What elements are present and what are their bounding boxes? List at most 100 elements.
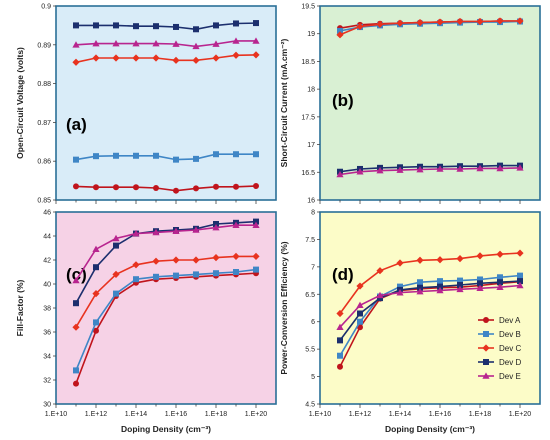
data-point [436,18,444,26]
series-dev-b [73,266,259,374]
legend: Dev A Dev B Dev C Dev D Dev E [478,316,521,381]
y-tick-label: 19.5 [301,4,315,11]
data-point [496,250,504,258]
data-point [356,301,364,309]
data-point [193,271,199,278]
x-tick-label: 1.E+10 [309,411,331,418]
data-point [213,270,219,277]
data-point [497,274,503,281]
data-point [92,40,100,47]
data-point [233,183,239,190]
legend-label: Dev E [499,372,521,381]
data-point [72,41,80,48]
y-tick-label: 5.5 [305,347,315,354]
data-point [73,380,79,387]
data-point [252,221,260,228]
series-dev-d [73,20,259,33]
data-point [497,279,503,286]
data-point [232,51,240,59]
y-tick-label: 30 [43,402,51,409]
data-point [337,337,343,344]
y-tick-label: 34 [43,354,51,361]
data-point [396,289,404,296]
y-tick-label: 42 [43,258,51,265]
legend-marker [482,344,490,352]
panel-label: (b) [332,91,354,110]
y-tick-label: 7 [311,264,315,271]
data-point [112,270,120,278]
data-point [113,22,119,29]
data-point [397,283,403,290]
y-tick-label: 5 [311,374,315,381]
y-tick-label: 18.5 [301,59,315,66]
data-point [152,257,160,265]
data-point [437,278,443,285]
data-point [437,283,443,290]
series-line [75,54,257,64]
data-point [253,20,259,27]
data-point [436,286,444,294]
data-point [133,184,139,191]
data-point [73,367,79,374]
data-point [517,272,523,279]
data-point [152,54,160,62]
data-point [173,187,179,194]
data-point [376,167,384,174]
data-point [113,242,119,249]
x-axis-title: Doping Density (cm⁻³) [121,424,211,434]
series-line [339,20,520,36]
x-tick-label: 1.E+18 [205,411,227,418]
data-point [92,290,100,298]
data-point [152,228,160,236]
y-tick-label: 0.85 [37,198,51,205]
data-point [356,22,364,31]
data-point [336,323,344,330]
data-point [477,276,483,283]
data-point [233,269,239,275]
panel-d: 4.5 5 5.5 6 6.5 7 7.5 8 1.E+10 1.E+12 1.E+14 1.E+16… [279,210,541,434]
y-tick-label: 36 [43,330,51,337]
data-point [376,267,384,275]
data-point [113,152,119,159]
data-point [476,17,484,26]
y-tick-label: 6 [311,319,315,326]
data-point [496,164,504,172]
data-point [72,323,80,331]
data-point [153,152,159,159]
data-point [93,319,99,326]
series-dev-c [336,249,524,318]
data-point [436,256,444,264]
data-point [337,27,343,34]
x-tick-label: 1.E+10 [45,411,67,418]
y-tick-label: 0.86 [37,159,51,166]
x-tick-label: 1.E+20 [509,411,531,418]
data-point [73,22,79,29]
series-line [75,224,256,281]
y-tick-label: 19 [307,31,315,38]
data-point [93,184,99,191]
data-point [93,327,99,334]
data-point [337,352,343,359]
series-dev-e [336,164,524,178]
y-tick-label: 17 [307,142,315,149]
data-point [336,170,344,178]
data-point [417,279,423,286]
data-point [253,183,259,190]
series-line [339,280,521,368]
plot-area [55,211,277,405]
data-point [233,151,239,158]
legend-marker [483,317,489,323]
data-point [396,19,404,27]
data-point [496,283,504,290]
plot-area [55,5,277,201]
legend-label: Dev A [499,316,521,325]
data-point [113,290,119,297]
data-point [212,224,220,231]
data-point [93,264,99,271]
y-tick-label: 0.9 [41,4,51,11]
data-point [212,40,220,47]
data-point [516,281,524,289]
series-line [75,255,256,328]
legend-marker [483,331,489,337]
legend-label: Dev D [499,358,521,367]
